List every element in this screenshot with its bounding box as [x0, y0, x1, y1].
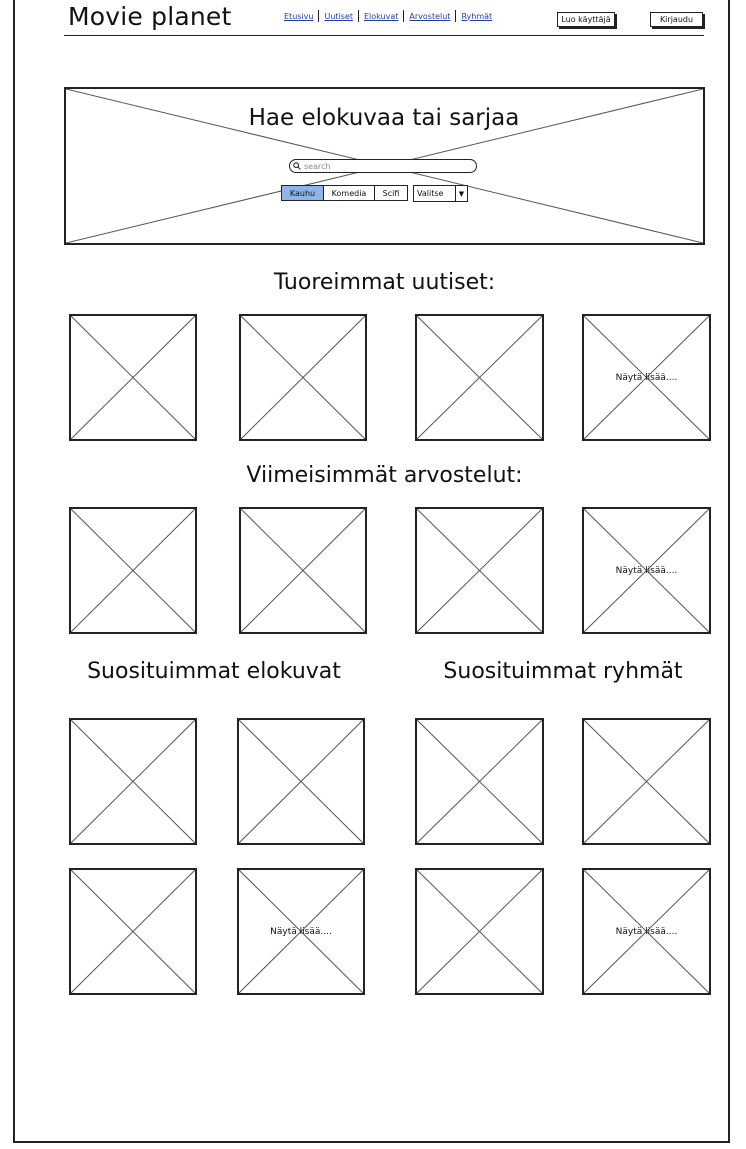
genre-tab-scifi[interactable]: Scifi [382, 188, 400, 198]
header-divider [64, 35, 704, 36]
placeholder-cross [417, 720, 542, 843]
placeholder-cross [417, 870, 542, 993]
nav-link-elokuvat[interactable]: Elokuvat [363, 11, 399, 21]
news-item[interactable] [415, 314, 544, 441]
genre-segmented-control: Kauhu Komedia Scifi [281, 185, 408, 201]
groups-show-more-link[interactable]: Näytä lisää.... [615, 926, 678, 937]
search-box [289, 159, 477, 173]
nav-separator [318, 10, 320, 22]
placeholder-cross [584, 316, 709, 439]
placeholder-cross [71, 870, 195, 993]
dropdown-value: Valitse [417, 189, 444, 198]
review-item[interactable] [69, 507, 197, 634]
nav-link-etusivu[interactable]: Etusivu [284, 11, 314, 21]
genre-tab-komedia[interactable]: Komedia [324, 186, 375, 200]
placeholder-cross [71, 509, 195, 632]
placeholder-cross [584, 870, 709, 993]
main-nav: Etusivu Uutiset Elokuvat Arvostelut Ryhm… [284, 10, 492, 22]
chevron-down-icon: ▼ [455, 186, 467, 201]
nav-link-arvostelut[interactable]: Arvostelut [409, 11, 451, 21]
group-item[interactable] [582, 718, 711, 845]
news-show-more-link[interactable]: Näytä lisää.... [615, 372, 678, 383]
placeholder-cross [417, 316, 542, 439]
news-item[interactable] [239, 314, 367, 441]
site-title: Movie planet [68, 2, 232, 31]
page-frame [13, 0, 730, 1143]
movies-show-more-link[interactable]: Näytä lisää.... [270, 926, 332, 937]
group-item[interactable] [415, 868, 544, 995]
placeholder-cross [241, 509, 365, 632]
nav-link-uutiset[interactable]: Uutiset [324, 11, 353, 21]
groups-show-more-tile[interactable]: Näytä lisää.... [582, 868, 711, 995]
reviews-section-title: Viimeisimmät arvostelut: [246, 463, 523, 488]
news-show-more-tile[interactable]: Näytä lisää.... [582, 314, 711, 441]
review-item[interactable] [415, 507, 544, 634]
movies-show-more-tile[interactable]: Näytä lisää.... [237, 868, 365, 995]
movie-item[interactable] [69, 868, 197, 995]
placeholder-cross [241, 316, 365, 439]
nav-separator [403, 10, 405, 22]
movie-item[interactable] [69, 718, 197, 845]
movies-section-title: Suosituimmat elokuvat [87, 659, 341, 684]
news-item[interactable] [69, 314, 197, 441]
hero-title: Hae elokuvaa tai sarjaa [248, 105, 520, 131]
review-item[interactable] [239, 507, 367, 634]
nav-link-ryhmat[interactable]: Ryhmät [461, 11, 493, 21]
reviews-show-more-link[interactable]: Näytä lisää.... [615, 565, 678, 576]
search-icon [293, 162, 301, 170]
nav-separator [357, 10, 359, 22]
placeholder-cross [417, 509, 542, 632]
placeholder-cross [71, 316, 195, 439]
login-button[interactable]: Kirjaudu [650, 12, 703, 27]
placeholder-cross [239, 720, 363, 843]
genre-tab-kauhu[interactable]: Kauhu [282, 186, 324, 200]
movie-item[interactable] [237, 718, 365, 845]
signup-button[interactable]: Luo käyttäjä [557, 12, 615, 27]
search-input[interactable] [301, 161, 454, 171]
category-dropdown[interactable]: Valitse ▼ [413, 185, 468, 202]
news-section-title: Tuoreimmat uutiset: [273, 270, 496, 295]
placeholder-cross [584, 720, 709, 843]
placeholder-cross [239, 870, 363, 993]
placeholder-cross [584, 509, 709, 632]
reviews-show-more-tile[interactable]: Näytä lisää.... [582, 507, 711, 634]
groups-section-title: Suosituimmat ryhmät [443, 659, 683, 684]
nav-separator [455, 10, 457, 22]
placeholder-cross [71, 720, 195, 843]
group-item[interactable] [415, 718, 544, 845]
